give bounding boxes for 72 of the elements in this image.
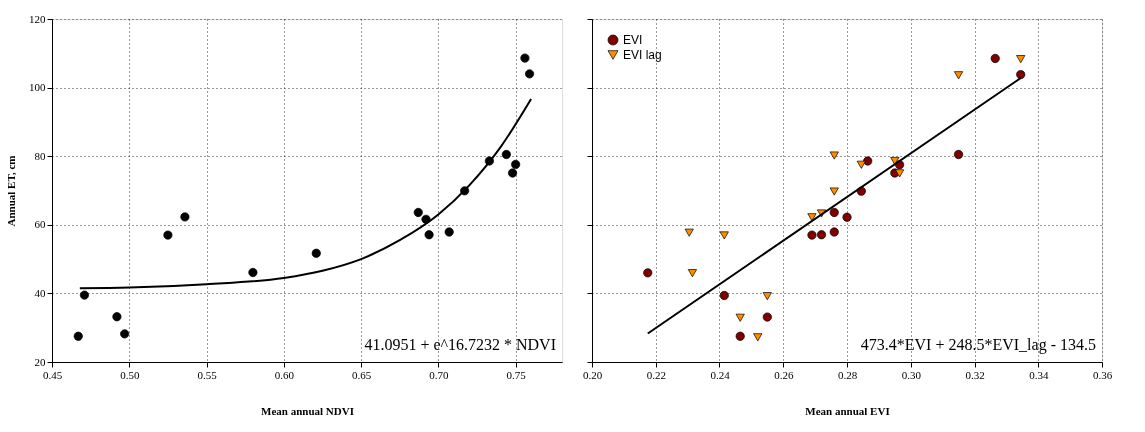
y-tick-label: 100	[29, 81, 46, 94]
point	[520, 53, 530, 63]
point	[829, 207, 839, 217]
y-axis-title: Annual ET, cm	[5, 155, 17, 227]
point	[311, 248, 321, 258]
point	[954, 71, 964, 80]
point	[79, 290, 89, 300]
x-tick-label: 0.50	[120, 368, 140, 381]
point	[762, 312, 772, 322]
x-axis-title: Mean annual EVI	[805, 404, 890, 417]
point	[829, 151, 839, 160]
point	[444, 227, 454, 237]
x-tick-label: 0.36	[1092, 368, 1113, 381]
point	[508, 168, 518, 178]
point	[890, 157, 900, 165]
y-tick-label: 20	[34, 355, 46, 368]
point	[511, 159, 521, 169]
x-tick-label: 0.65	[351, 368, 372, 381]
point	[501, 149, 511, 160]
point	[735, 313, 745, 322]
x-tick-label: 0.28	[837, 368, 858, 381]
point	[807, 213, 817, 222]
point	[73, 331, 83, 341]
y-tick-label: 80	[34, 149, 46, 162]
point	[248, 267, 258, 277]
x-tick-label: 0.34	[1029, 368, 1049, 381]
point	[816, 230, 827, 240]
point	[842, 212, 852, 222]
x-tick-label: 0.70	[429, 368, 449, 381]
point	[719, 290, 729, 300]
x-tick-label: 0.75	[506, 368, 527, 381]
x-tick-label: 0.24	[710, 368, 731, 381]
annotation: 41.0951 + e^16.7232 * NDVI	[364, 336, 556, 353]
point	[807, 230, 817, 240]
point	[525, 69, 535, 79]
x-axis-title: Mean annual NDVI	[261, 404, 354, 417]
point	[954, 149, 964, 160]
legend-label: EVI lag	[623, 48, 662, 62]
point	[421, 214, 431, 224]
point	[1016, 55, 1026, 64]
point	[413, 207, 423, 217]
point	[112, 312, 122, 322]
annotation: 473.4*EVI + 248.5*EVI_lag - 134.5	[860, 336, 1096, 354]
point	[753, 333, 763, 342]
point	[120, 329, 130, 339]
point	[163, 230, 173, 240]
point	[180, 212, 190, 222]
y-tick-label: 60	[34, 218, 46, 231]
point	[829, 227, 839, 237]
x-tick-label: 0.55	[197, 368, 218, 381]
x-tick-label: 0.30	[901, 368, 922, 381]
y-tick-label: 40	[34, 286, 46, 299]
x-tick-label: 0.20	[582, 368, 603, 381]
point	[990, 53, 1000, 63]
x-tick-label: 0.45	[42, 368, 63, 381]
legend-label: EVI	[623, 33, 643, 47]
point	[424, 230, 434, 240]
point	[829, 187, 839, 196]
x-tick-label: 0.22	[646, 368, 666, 381]
point	[643, 268, 653, 278]
y-tick-label: 120	[29, 12, 46, 25]
point	[719, 231, 729, 240]
point	[762, 292, 772, 301]
point	[1016, 70, 1026, 80]
point	[856, 160, 866, 169]
point	[735, 331, 745, 341]
x-tick-label: 0.26	[774, 368, 794, 381]
x-tick-label: 0.32	[965, 368, 985, 381]
point	[687, 269, 697, 278]
point	[895, 169, 905, 178]
point	[684, 228, 694, 237]
x-tick-label: 0.60	[274, 368, 295, 381]
